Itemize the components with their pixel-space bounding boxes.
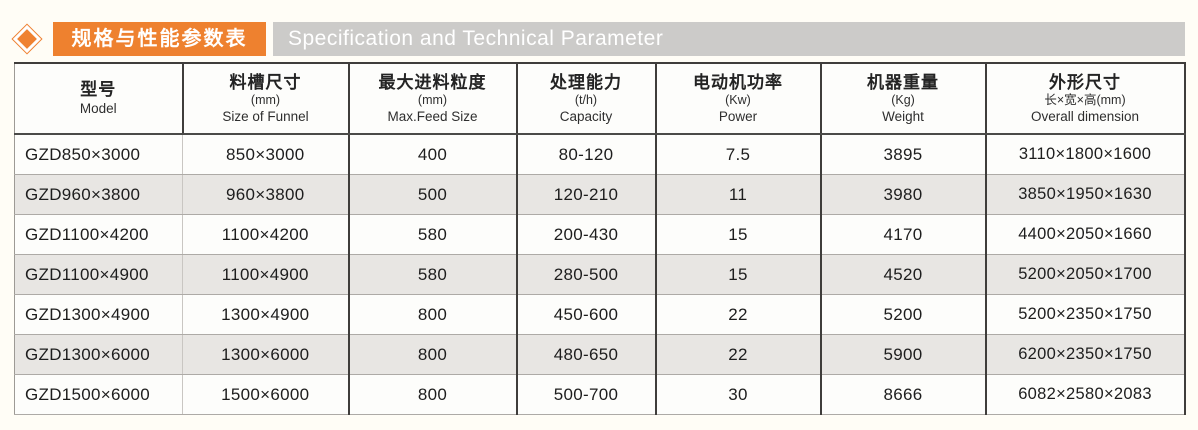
column-header: 外形尺寸 长×宽×高(mm) Overall dimension <box>985 63 1185 135</box>
column-header-sub: (mm) <box>417 92 448 107</box>
value-cell: 1100×4900 <box>182 254 350 295</box>
model-cell: GZD1300×4900 <box>14 294 183 335</box>
value-cell: 960×3800 <box>182 174 350 215</box>
value-cell: 5200 <box>820 294 987 335</box>
value-cell: 120-210 <box>516 174 657 215</box>
value-cell: 80-120 <box>516 134 657 175</box>
value-cell: 15 <box>655 214 822 255</box>
model-cell: GZD1300×6000 <box>14 334 183 375</box>
table-row: GZD850×3000 850×3000 400 80-120 7.5 3895 3110×… <box>14 134 1185 175</box>
value-cell: 580 <box>348 254 518 295</box>
section-title-cn: 规格与性能参数表 <box>53 22 266 56</box>
column-header-en: Max.Feed Size <box>387 108 478 124</box>
column-header-en: Capacity <box>559 108 613 124</box>
column-header: 电动机功率 (Kw) Power <box>655 63 822 135</box>
value-cell: 11 <box>655 174 822 215</box>
value-cell: 1500×6000 <box>182 374 350 415</box>
column-header: 料槽尺寸 (mm) Size of Funnel <box>182 63 350 135</box>
model-cell: GZD1100×4900 <box>14 254 183 295</box>
value-cell: 800 <box>348 374 518 415</box>
value-cell: 1100×4200 <box>182 214 350 255</box>
table-header-row: 型号 Model 料槽尺寸 (mm) Size of Funnel 最大进料粒度… <box>14 63 1185 135</box>
model-cell: GZD1500×6000 <box>14 374 183 415</box>
value-cell: 3895 <box>820 134 987 175</box>
column-header-en: Overall dimension <box>1030 108 1140 124</box>
column-header: 型号 Model <box>14 63 184 135</box>
value-cell: 4170 <box>820 214 987 255</box>
table-row: GZD1300×6000 1300×6000 800 480-650 22 5900 620… <box>14 334 1185 375</box>
column-header-sub: (Kw) <box>725 92 751 107</box>
diamond-icon-inner <box>17 29 37 49</box>
value-cell: 200-430 <box>516 214 657 255</box>
column-header-sub: (t/h) <box>574 92 598 107</box>
column-header-en: Size of Funnel <box>222 108 309 124</box>
column-header-cn: 最大进料粒度 <box>378 72 487 92</box>
column-header-en: Power <box>718 108 758 124</box>
value-cell: 7.5 <box>655 134 822 175</box>
column-header-cn: 料槽尺寸 <box>229 72 302 92</box>
column-header-sub: (mm) <box>250 92 281 107</box>
column-header: 机器重量 (Kg) Weight <box>820 63 987 135</box>
table-row: GZD1300×4900 1300×4900 800 450-600 22 5200 520… <box>14 294 1185 335</box>
column-header: 最大进料粒度 (mm) Max.Feed Size <box>348 63 518 135</box>
value-cell: 30 <box>655 374 822 415</box>
spec-table: 型号 Model 料槽尺寸 (mm) Size of Funnel 最大进料粒度… <box>14 62 1186 415</box>
column-header-cn: 型号 <box>80 80 117 99</box>
value-cell: 8666 <box>820 374 987 415</box>
column-header-cn: 电动机功率 <box>693 72 783 92</box>
value-cell: 5200×2050×1700 <box>985 254 1185 295</box>
value-cell: 3850×1950×1630 <box>985 174 1185 215</box>
value-cell: 280-500 <box>516 254 657 295</box>
table-row: GZD1100×4900 1100×4900 580 280-500 15 4520 520… <box>14 254 1185 295</box>
value-cell: 800 <box>348 334 518 375</box>
value-cell: 3110×1800×1600 <box>985 134 1185 175</box>
value-cell: 22 <box>655 334 822 375</box>
column-header-en: Weight <box>882 108 924 124</box>
column-header-en: Model <box>79 101 117 116</box>
value-cell: 22 <box>655 294 822 335</box>
table-row: GZD1500×6000 1500×6000 800 500-700 30 8666 608… <box>14 374 1185 415</box>
column-header-sub: 长×宽×高(mm) <box>1044 92 1126 107</box>
table-row: GZD960×3800 960×3800 500 120-210 11 3980 3850×… <box>14 174 1185 215</box>
column-header-cn: 外形尺寸 <box>1049 72 1121 92</box>
value-cell: 800 <box>348 294 518 335</box>
value-cell: 5200×2350×1750 <box>985 294 1185 335</box>
value-cell: 3980 <box>820 174 987 215</box>
value-cell: 1300×4900 <box>182 294 350 335</box>
value-cell: 6082×2580×2083 <box>985 374 1185 415</box>
table-row: GZD1100×4200 1100×4200 580 200-430 15 4170 440… <box>14 214 1185 255</box>
value-cell: 450-600 <box>516 294 657 335</box>
value-cell: 6200×2350×1750 <box>985 334 1185 375</box>
model-cell: GZD850×3000 <box>14 134 183 175</box>
column-header-sub: (Kg) <box>891 92 915 107</box>
model-cell: GZD1100×4200 <box>14 214 183 255</box>
value-cell: 850×3000 <box>182 134 350 175</box>
value-cell: 4520 <box>820 254 987 295</box>
value-cell: 15 <box>655 254 822 295</box>
value-cell: 400 <box>348 134 518 175</box>
column-header-cn: 处理能力 <box>550 72 622 92</box>
value-cell: 4400×2050×1660 <box>985 214 1185 255</box>
value-cell: 480-650 <box>516 334 657 375</box>
title-bar: 规格与性能参数表 Specification and Technical Par… <box>0 22 1198 56</box>
model-cell: GZD960×3800 <box>14 174 183 215</box>
value-cell: 1300×6000 <box>182 334 350 375</box>
value-cell: 500 <box>348 174 518 215</box>
section-title-en: Specification and Technical Parameter <box>273 22 1185 56</box>
value-cell: 500-700 <box>516 374 657 415</box>
column-header-cn: 机器重量 <box>867 72 939 92</box>
column-header: 处理能力 (t/h) Capacity <box>516 63 657 135</box>
value-cell: 580 <box>348 214 518 255</box>
value-cell: 5900 <box>820 334 987 375</box>
diamond-icon <box>11 23 43 55</box>
